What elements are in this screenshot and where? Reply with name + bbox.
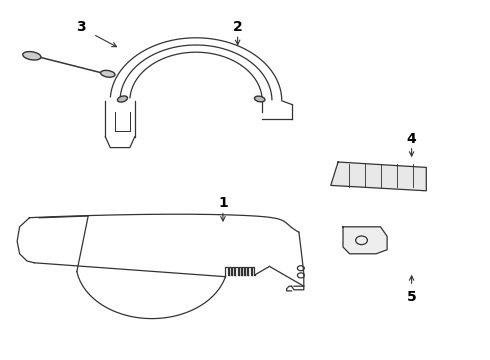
Ellipse shape xyxy=(23,51,41,60)
Text: 1: 1 xyxy=(218,197,228,210)
Text: 4: 4 xyxy=(407,132,416,145)
Ellipse shape xyxy=(254,96,265,102)
Polygon shape xyxy=(343,227,387,254)
Text: 3: 3 xyxy=(76,20,86,34)
Text: 5: 5 xyxy=(407,290,416,304)
Ellipse shape xyxy=(100,70,115,77)
Text: 2: 2 xyxy=(233,20,243,34)
Polygon shape xyxy=(331,162,426,191)
Ellipse shape xyxy=(118,96,127,102)
